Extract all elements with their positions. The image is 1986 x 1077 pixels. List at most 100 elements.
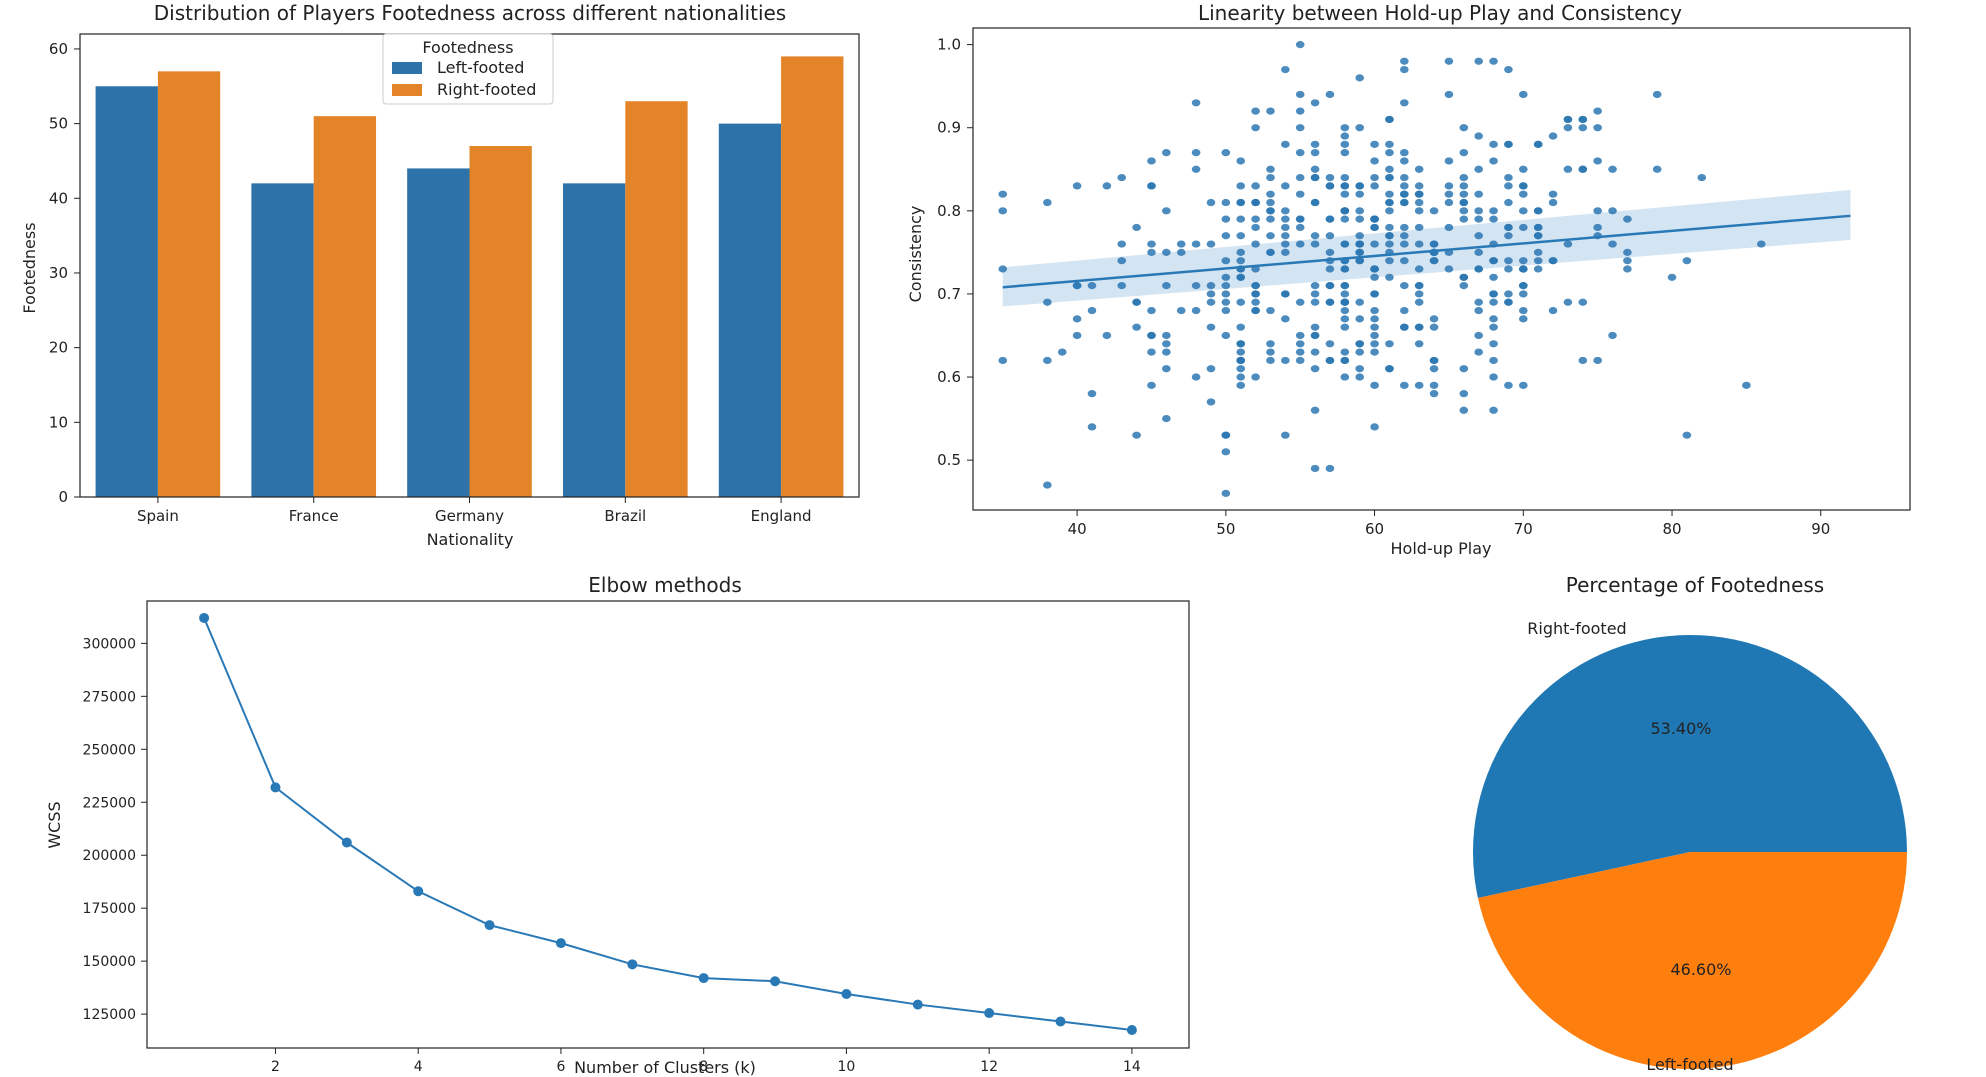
scatter-y-tick-label: 0.9 xyxy=(937,119,961,137)
pie-pct-right-footed: 53.40% xyxy=(1650,719,1711,738)
scatter-point xyxy=(1370,381,1379,389)
scatter-point xyxy=(1325,265,1335,273)
scatter-regression-line xyxy=(1002,214,1851,289)
scatter-point xyxy=(1355,232,1364,240)
scatter-point xyxy=(1370,223,1379,232)
scatter-point xyxy=(1266,107,1275,115)
scatter-point xyxy=(1295,124,1305,132)
scatter-point xyxy=(1295,298,1305,306)
scatter-point xyxy=(1400,306,1409,315)
scatter-point xyxy=(1340,373,1350,381)
scatter-point xyxy=(1281,232,1290,240)
scatter-point xyxy=(1548,257,1558,265)
scatter-y-axis-label: Consistency xyxy=(906,206,925,303)
scatter-point xyxy=(1266,173,1275,182)
scatter-point xyxy=(1043,356,1052,365)
scatter-point xyxy=(1043,298,1052,306)
scatter-confidence-band xyxy=(1002,190,1851,307)
scatter-point xyxy=(1623,215,1632,223)
scatter-x-tick-label: 70 xyxy=(1514,520,1533,538)
scatter-point xyxy=(1370,173,1379,182)
scatter-point xyxy=(1489,257,1498,265)
scatter-point xyxy=(1444,182,1454,190)
elbow-point-k3 xyxy=(341,837,352,848)
elbow-x-tick-label: 2 xyxy=(271,1059,280,1075)
scatter-point xyxy=(1593,223,1602,232)
scatter-point xyxy=(1162,340,1171,348)
scatter-point xyxy=(1504,198,1513,207)
scatter-point xyxy=(1340,315,1350,323)
scatter-point xyxy=(1251,240,1260,248)
scatter-point xyxy=(1444,223,1454,232)
scatter-point xyxy=(1459,173,1469,182)
scatter-point xyxy=(1414,298,1424,306)
scatter-point xyxy=(1206,298,1216,306)
pie-slice-right-footed xyxy=(1473,634,1907,899)
bar-x-tick-label: France xyxy=(289,507,339,525)
scatter-point xyxy=(1102,331,1112,340)
scatter-point xyxy=(1266,340,1275,348)
pie-pct-left-footed: 46.60% xyxy=(1670,960,1731,979)
legend-label-left-footed: Left-footed xyxy=(437,58,524,77)
scatter-point xyxy=(1206,282,1216,290)
scatter-point xyxy=(1266,306,1275,315)
scatter-point xyxy=(1429,365,1439,373)
scatter-point xyxy=(1310,149,1320,157)
scatter-point xyxy=(1087,423,1097,431)
scatter-point xyxy=(1340,265,1350,273)
scatter-point xyxy=(1325,282,1335,290)
scatter-point xyxy=(1667,273,1677,281)
scatter-point xyxy=(1742,381,1751,389)
scatter-point xyxy=(1340,140,1350,148)
elbow-point-k11 xyxy=(912,999,923,1010)
scatter-point xyxy=(1266,348,1275,356)
scatter-point xyxy=(1429,323,1439,331)
scatter-point xyxy=(1548,306,1558,315)
bar-spain-right-footed xyxy=(157,71,221,497)
scatter-point xyxy=(1295,348,1305,356)
footedness-bar-chart: Distribution of Players Footedness acros… xyxy=(20,1,860,549)
scatter-point xyxy=(1206,290,1216,298)
elbow-y-tick-label: 225000 xyxy=(83,795,136,811)
scatter-point xyxy=(1459,390,1469,398)
scatter-point xyxy=(1474,57,1483,65)
bar-legend-title: Footedness xyxy=(422,38,513,57)
scatter-point xyxy=(1533,257,1543,265)
scatter-point xyxy=(1652,165,1662,173)
scatter-point xyxy=(1429,257,1439,265)
scatter-point xyxy=(1608,165,1617,173)
scatter-point xyxy=(1162,365,1171,373)
scatter-point xyxy=(1147,306,1156,315)
bar-y-tick-label: 20 xyxy=(49,339,68,357)
scatter-point xyxy=(1548,198,1558,207)
scatter-point xyxy=(1474,331,1483,340)
scatter-point xyxy=(1266,232,1275,240)
scatter-x-tick-label: 90 xyxy=(1811,520,1830,538)
scatter-point xyxy=(1459,282,1469,290)
scatter-point xyxy=(1489,207,1498,215)
scatter-point xyxy=(1340,190,1350,198)
scatter-point xyxy=(1236,323,1246,331)
scatter-point xyxy=(1355,298,1364,306)
scatter-point xyxy=(1162,149,1171,157)
scatter-point xyxy=(1310,173,1320,182)
scatter-point xyxy=(1191,165,1201,173)
scatter-point xyxy=(1593,356,1602,365)
scatter-point xyxy=(1266,207,1275,215)
scatter-plot-frame xyxy=(972,27,1911,511)
scatter-point xyxy=(1340,356,1350,365)
bar-y-axis-label: Footedness xyxy=(20,222,39,313)
elbow-plot-frame xyxy=(146,600,1190,1049)
elbow-y-axis-label: WCSS xyxy=(45,801,64,848)
scatter-point xyxy=(1221,298,1231,306)
elbow-chart-title: Elbow methods xyxy=(588,573,742,597)
scatter-point xyxy=(1162,348,1171,356)
scatter-point xyxy=(1459,124,1469,132)
scatter-point xyxy=(1221,290,1231,298)
scatter-point xyxy=(1578,298,1588,306)
scatter-point xyxy=(1519,381,1528,389)
elbow-y-tick-label: 125000 xyxy=(83,1007,136,1023)
scatter-point xyxy=(1310,240,1320,248)
scatter-point xyxy=(1652,90,1662,99)
